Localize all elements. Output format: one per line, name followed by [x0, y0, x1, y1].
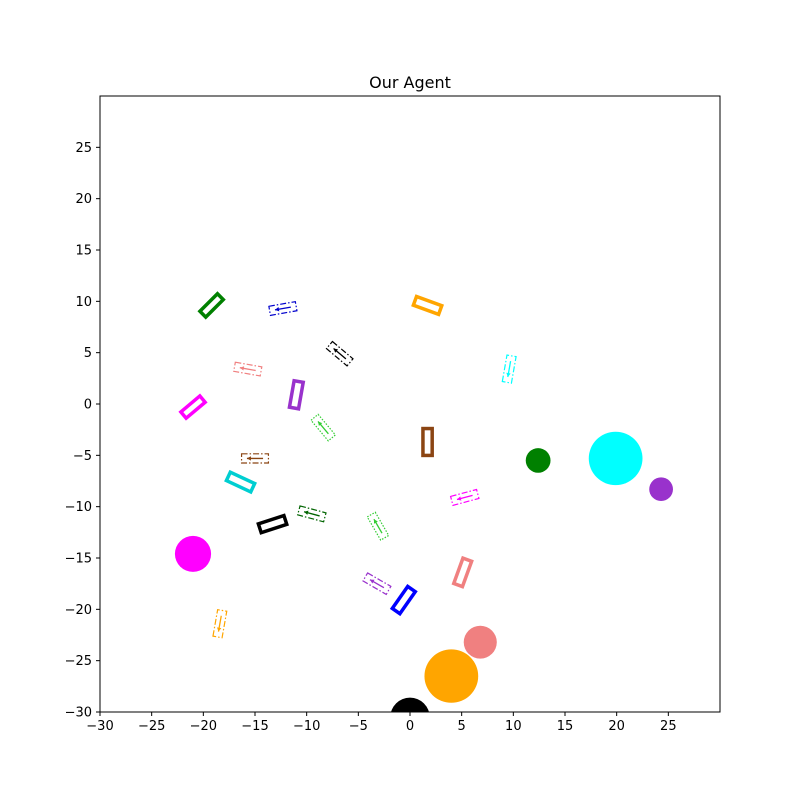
heading-arrow [369, 579, 375, 584]
y-axis: −30 −25 −20 −15 −10 −5 0 5 10 15 20 25 [65, 141, 100, 721]
y-tick-label: 20 [75, 192, 92, 207]
chart-title: Our Agent [369, 73, 451, 92]
heading-arrow [304, 510, 309, 515]
vehicle-body [233, 361, 263, 377]
vehicle-2 [411, 294, 445, 317]
vehicle-1 [268, 300, 298, 317]
vehicle-body [449, 488, 480, 507]
x-tick-label: 0 [406, 719, 414, 734]
vehicle-body [287, 378, 306, 411]
heading-arrow [318, 421, 323, 426]
vehicle-body [240, 453, 270, 464]
circle-obstacle-4 [525, 448, 551, 473]
vehicle-19 [212, 608, 228, 639]
vehicle-12 [449, 488, 480, 507]
y-tick-label: 10 [75, 295, 92, 310]
vehicle-body [421, 426, 434, 458]
vehicle-body [310, 413, 337, 442]
x-tick-label: −10 [293, 719, 320, 734]
vehicle-body [268, 300, 298, 317]
y-tick-label: −15 [65, 552, 92, 567]
circle-obstacle-1 [424, 649, 479, 703]
vehicle-body [501, 354, 517, 384]
y-tick-label: −25 [65, 654, 92, 669]
vehicle-body [212, 608, 228, 639]
x-tick-label: 25 [660, 719, 677, 734]
y-tick-label: −5 [73, 449, 92, 464]
vehicle-14 [256, 513, 289, 535]
x-tick-label: 20 [608, 719, 625, 734]
vehicle-body [411, 294, 445, 317]
y-tick-label: 15 [75, 244, 92, 259]
circle-obstacle-3 [174, 535, 212, 572]
y-tick-label: 0 [84, 398, 92, 413]
vehicle-11 [224, 469, 257, 495]
vehicle-16 [362, 572, 392, 596]
y-tick-label: −10 [65, 500, 92, 515]
vehicle-3 [325, 340, 354, 367]
x-tick-label: 15 [557, 719, 574, 734]
y-tick-label: −20 [65, 603, 92, 618]
vehicle-4 [233, 361, 263, 377]
x-tick-label: −20 [190, 719, 217, 734]
vehicle-13 [296, 505, 327, 523]
x-tick-label: 5 [458, 719, 466, 734]
x-tick-label: −30 [86, 719, 113, 734]
vehicle-body [366, 511, 390, 541]
circle-obstacle-6 [649, 477, 673, 502]
vehicle-5 [501, 354, 517, 384]
vehicle-8 [310, 413, 337, 442]
vehicle-body [256, 513, 289, 535]
x-tick-label: −5 [349, 719, 368, 734]
vehicle-7 [178, 393, 208, 421]
vehicle-10 [240, 453, 270, 464]
heading-arrow [274, 307, 280, 312]
heading-arrow [239, 366, 245, 371]
vehicle-body [389, 584, 418, 617]
vehicle-body [296, 505, 327, 523]
heading-arrow [373, 519, 378, 524]
vehicle-body [451, 555, 474, 589]
heading-arrow [506, 372, 511, 378]
x-tick-label: 10 [505, 719, 522, 734]
vehicle-18 [389, 584, 418, 617]
vehicle-body [178, 393, 208, 421]
vehicle-15 [366, 511, 390, 541]
circle-obstacle-2 [463, 625, 497, 659]
vehicle-body [224, 469, 257, 495]
vehicle-body [197, 291, 226, 320]
y-tick-label: 25 [75, 141, 92, 156]
vehicle-body [362, 572, 392, 596]
vehicle-6 [287, 378, 306, 411]
y-tick-label: −30 [65, 706, 92, 721]
heading-arrow [456, 496, 462, 501]
vehicle-17 [451, 555, 474, 589]
x-axis: −30 −25 −20 −15 −10 −5 0 5 10 15 20 25 [86, 712, 677, 734]
vehicle-9 [421, 426, 434, 458]
x-tick-label: −15 [241, 719, 268, 734]
vehicle-body [325, 340, 354, 367]
circle-obstacle-5 [588, 431, 643, 486]
heading-arrow [333, 348, 339, 353]
x-tick-label: −25 [138, 719, 165, 734]
vehicle-0 [197, 291, 226, 320]
plot-marks [174, 291, 673, 712]
heading-arrow [216, 627, 222, 632]
circle-obstacle-0 [391, 697, 429, 712]
heading-arrow [246, 456, 251, 461]
y-tick-label: 5 [84, 346, 92, 361]
